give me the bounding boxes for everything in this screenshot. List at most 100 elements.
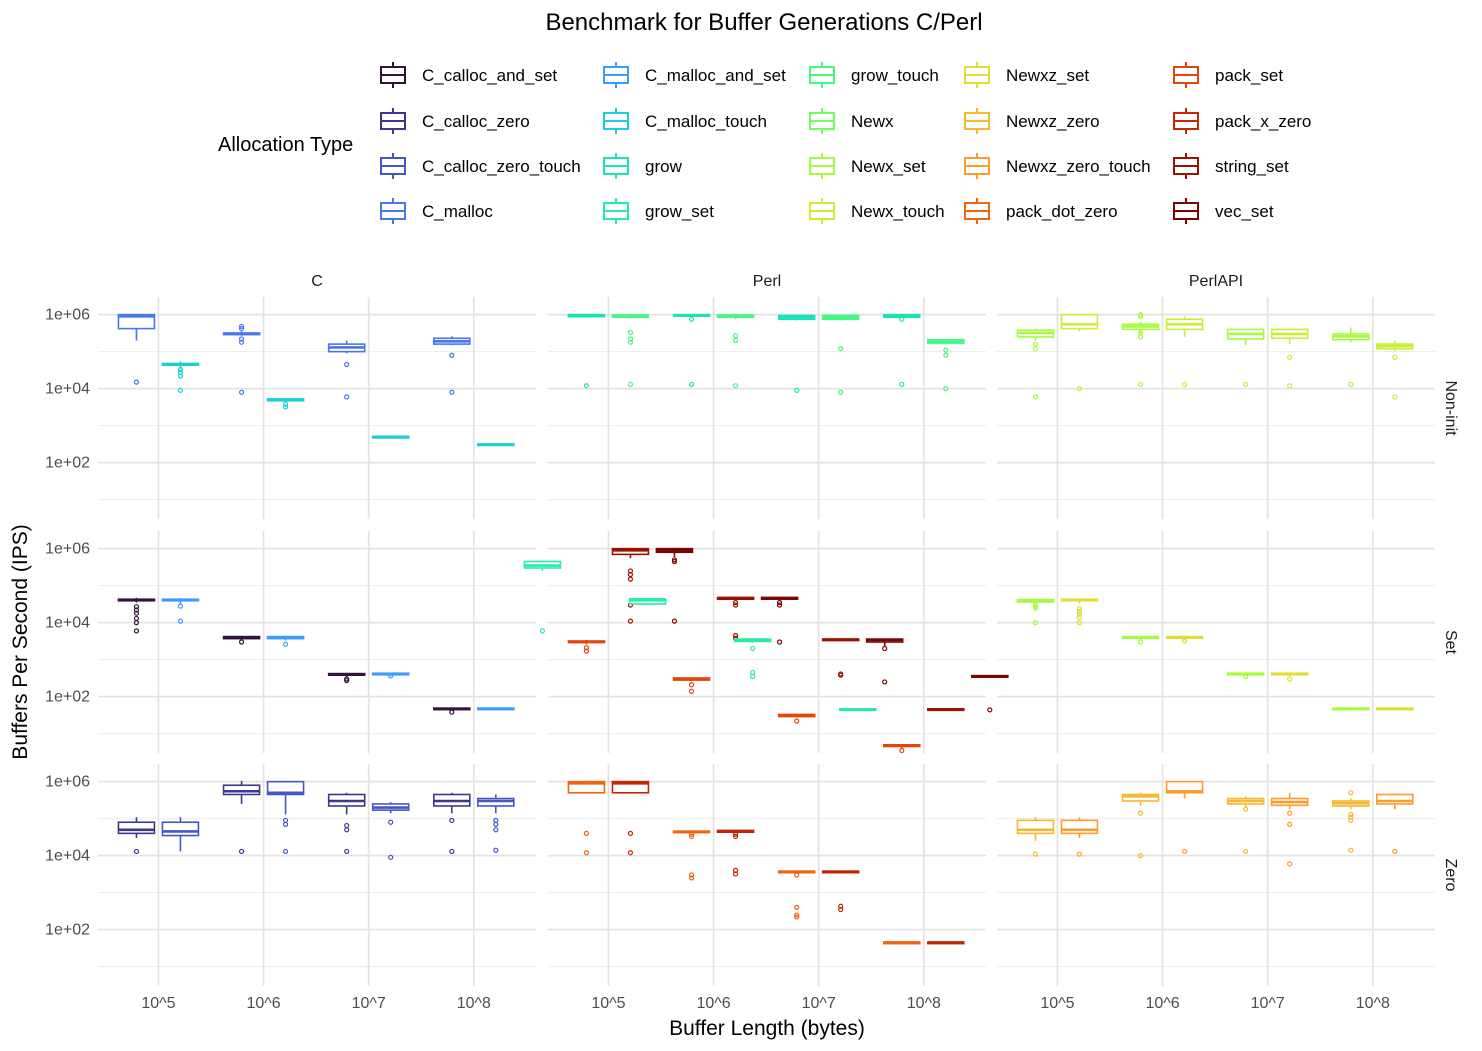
legend-label: Newx_touch: [851, 202, 945, 221]
legend-item-c-malloc: C_malloc: [380, 198, 493, 224]
chart-title: Benchmark for Buffer Generations C/Perl: [545, 9, 982, 36]
legend: C_calloc_and_set C_calloc_zero C_calloc_ze…: [380, 62, 1311, 224]
outlier-point: [133, 848, 140, 855]
box-grow-touch-10-7: [821, 314, 860, 395]
outlier-point: [1181, 848, 1188, 855]
box-grow-10-8: [883, 313, 921, 388]
outlier-point: [1032, 604, 1039, 610]
outlier-point: [133, 615, 140, 622]
outlier-point: [133, 610, 140, 616]
box-c-malloc-10-8: [433, 336, 471, 395]
box-grow-set-10-5: [523, 560, 562, 634]
outlier-point: [1287, 354, 1293, 360]
legend-label: vec_set: [1215, 202, 1274, 221]
panel-c-zero: 1e+02 1e+04 1e+06 10^5 10^6 10^7 10^8: [45, 764, 536, 1012]
box-pack-dot-zero-10-7: [777, 870, 816, 920]
box-pack-x-zero-10-6: [716, 829, 755, 877]
box-vec-set-10-5: [655, 547, 694, 624]
outlier-point: [1287, 676, 1293, 682]
legend-label: grow_touch: [851, 66, 939, 85]
box-string-set-10-6: [716, 596, 755, 641]
legend-label: Newxz_zero_touch: [1006, 157, 1151, 176]
outlier-point: [688, 688, 695, 694]
legend-item-newxz-set: Newxz_set: [964, 62, 1089, 88]
legend-item-grow-touch: grow_touch: [809, 62, 939, 88]
x-tick-label: 10^6: [696, 995, 730, 1012]
legend-label: C_calloc_and_set: [422, 66, 557, 85]
box-newxz-zero-touch-10-8: [1376, 793, 1414, 855]
outlier-point: [1032, 341, 1039, 347]
box-newxz-set-10-5: [1060, 598, 1099, 626]
legend-item-pack-dot-zero: pack_dot_zero: [964, 198, 1118, 224]
box-pack-set-10-7: [777, 713, 816, 724]
box-newxz-zero-10-6: [1121, 792, 1160, 859]
box-c-calloc-zero-touch-10-5: [161, 817, 200, 852]
legend-label: C_malloc_touch: [645, 112, 767, 131]
box-newxz-zero-10-5: [1016, 817, 1055, 857]
outlier-point: [776, 599, 783, 606]
outlier-point: [899, 381, 905, 388]
outlier-point: [449, 389, 455, 395]
box-c-malloc-10-5: [117, 313, 156, 385]
outlier-point: [1392, 394, 1398, 400]
legend-label: Newxz_zero: [1006, 112, 1100, 131]
box-c-calloc-zero-10-6: [222, 780, 261, 855]
outlier-point: [1348, 847, 1354, 853]
outlier-point: [177, 603, 184, 609]
outlier-point: [732, 602, 739, 608]
outlier-point: [838, 906, 844, 913]
outlier-point: [627, 329, 634, 336]
outlier-point: [282, 641, 289, 647]
x-tick-label: 10^6: [1145, 995, 1179, 1012]
y-tick-label: 1e+02: [45, 689, 90, 706]
box-newx-touch-10-8: [1376, 340, 1414, 400]
outlier-point: [238, 323, 245, 330]
outlier-point: [732, 831, 739, 837]
outlier-point: [583, 648, 590, 654]
outlier-point: [539, 628, 546, 634]
box-body: [1060, 313, 1099, 330]
outlier-point: [282, 821, 289, 827]
outlier-point: [282, 404, 289, 410]
legend-item-newxz-zero-touch: Newxz_zero_touch: [964, 153, 1151, 179]
box-newx-set-10-7: [1226, 328, 1265, 388]
legend-item-newxz-zero: Newxz_zero: [964, 108, 1100, 134]
x-tick-label: 10^6: [246, 995, 280, 1012]
outlier-point: [449, 848, 455, 855]
outlier-point: [344, 676, 350, 682]
outlier-point: [688, 872, 695, 878]
box-grow-touch-10-5: [611, 313, 650, 388]
outlier-point: [732, 833, 739, 840]
outlier-point: [1137, 330, 1144, 336]
outlier-point: [282, 817, 289, 823]
outlier-point: [627, 336, 634, 342]
box-grow-set-10-6: [628, 598, 667, 605]
box-vec-set-10-6: [760, 596, 799, 645]
outlier-point: [583, 383, 590, 389]
box-newx-set-10-8: [1332, 707, 1370, 711]
outlier-point: [1137, 381, 1144, 388]
legend-label: C_malloc_and_set: [645, 66, 786, 85]
legend-item-pack-x-zero: pack_x_zero: [1173, 108, 1311, 134]
box-c-calloc-and-set-10-7: [327, 672, 366, 684]
outlier-point: [838, 903, 844, 909]
box-c-malloc-touch-10-7: [371, 435, 410, 439]
strip-label-perlapi: PerlAPI: [1189, 273, 1243, 290]
box-c-calloc-zero-touch-10-6: [266, 780, 305, 855]
outlier-point: [688, 875, 695, 881]
outlier-point: [688, 682, 695, 688]
box-newx-set-10-7: [1226, 672, 1265, 680]
box-body: [1165, 780, 1204, 794]
box-c-malloc-10-6: [222, 323, 261, 395]
legend-label: C_calloc_zero_touch: [422, 157, 581, 176]
legend-title: Allocation Type: [218, 134, 353, 156]
outlier-point: [449, 352, 455, 358]
outlier-point: [1137, 639, 1144, 645]
box-grow-10-5: [567, 313, 606, 389]
outlier-point: [583, 830, 590, 836]
outlier-point: [627, 381, 634, 388]
outlier-point: [282, 401, 289, 407]
box-body: [1060, 819, 1099, 835]
box-newx-touch-10-6: [1165, 316, 1204, 388]
